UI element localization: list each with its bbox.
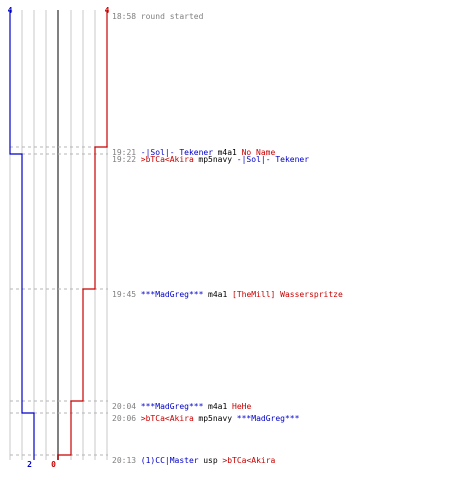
event-time: 19:22 xyxy=(112,155,136,164)
score-lines xyxy=(9,10,108,460)
event-time: 20:06 xyxy=(112,414,136,423)
event-blue-text: (1)CC|Master xyxy=(141,456,199,465)
event-red-text: HeHe xyxy=(232,402,251,411)
event-red-text: >bTCa<Akira xyxy=(141,155,194,164)
event-time: 19:45 xyxy=(112,290,136,299)
score-labels: 4 2 4 0 xyxy=(8,6,110,469)
event-neutral-text: m4a1 xyxy=(208,402,227,411)
red-end-score: 0 xyxy=(51,460,56,469)
event-time-text: round started xyxy=(141,12,204,21)
event-red-text: No Name xyxy=(242,148,276,157)
score-grid xyxy=(9,10,108,460)
event-time: 20:13 xyxy=(112,456,136,465)
event-time: 20:04 xyxy=(112,402,136,411)
red-start-score: 4 xyxy=(105,6,110,15)
event-neutral-text: m4a1 xyxy=(208,290,227,299)
event-blue-text: ***MadGreg*** xyxy=(237,414,300,423)
event-blue-text: ***MadGreg*** xyxy=(141,402,204,411)
blue-start-score: 4 xyxy=(8,6,13,15)
event-red-text: [TheMill] Wasserspritze xyxy=(232,290,343,299)
event-blue-text: ***MadGreg*** xyxy=(141,290,204,299)
event-blue-text: -|Sol|- Tekener xyxy=(141,148,213,157)
event-neutral-text: usp xyxy=(203,456,218,465)
red-score-line xyxy=(57,10,108,460)
event-time: 18:58 xyxy=(112,12,136,21)
event-red-text: >bTCa<Akira xyxy=(141,414,194,423)
event-blue-text: -|Sol|- Tekener xyxy=(237,155,309,164)
event-neutral-text: mp5navy xyxy=(198,155,232,164)
event-neutral-text: mp5navy xyxy=(198,414,232,423)
event-time: 19:21 xyxy=(112,148,136,157)
blue-score-line xyxy=(9,10,35,460)
event-red-text: >bTCa<Akira xyxy=(222,456,275,465)
event-neutral-text: m4a1 xyxy=(218,148,237,157)
blue-end-score: 2 xyxy=(27,460,32,469)
